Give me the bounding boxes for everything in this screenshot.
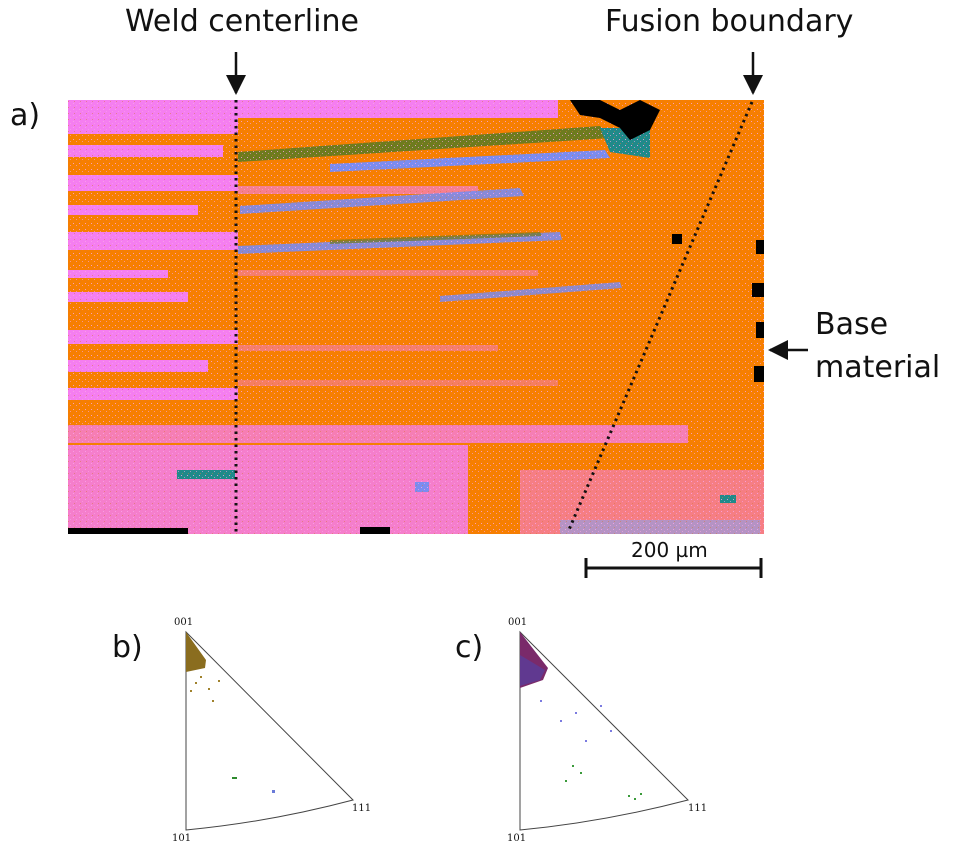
panel-b-letter: b) — [112, 630, 143, 665]
scale-bar — [584, 558, 763, 578]
base-material-label-line1: Base — [815, 307, 889, 342]
scale-bar-label: 200 µm — [631, 538, 708, 562]
panel-b-corner-001: 001 — [174, 617, 194, 628]
panel-c-corner-001: 001 — [508, 617, 528, 628]
panel-c-corner-101: 101 — [507, 833, 527, 844]
panel-b-corner-101: 101 — [172, 833, 192, 844]
panel-c-letter: c) — [455, 630, 484, 665]
panel-c-corner-111: 111 — [688, 803, 708, 814]
fusion-boundary-label: Fusion boundary — [605, 4, 854, 39]
weld-centerline-label: Weld centerline — [125, 4, 359, 39]
panel-b-ipf-triangle — [185, 630, 354, 831]
ebsd-orientation-map — [68, 100, 764, 534]
base-material-label-line2: material — [815, 350, 941, 385]
panel-a-letter: a) — [10, 98, 41, 133]
non-indexed-areas — [68, 100, 764, 534]
panel-b-corner-111: 111 — [352, 803, 372, 814]
panel-c-ipf-triangle — [519, 630, 689, 831]
